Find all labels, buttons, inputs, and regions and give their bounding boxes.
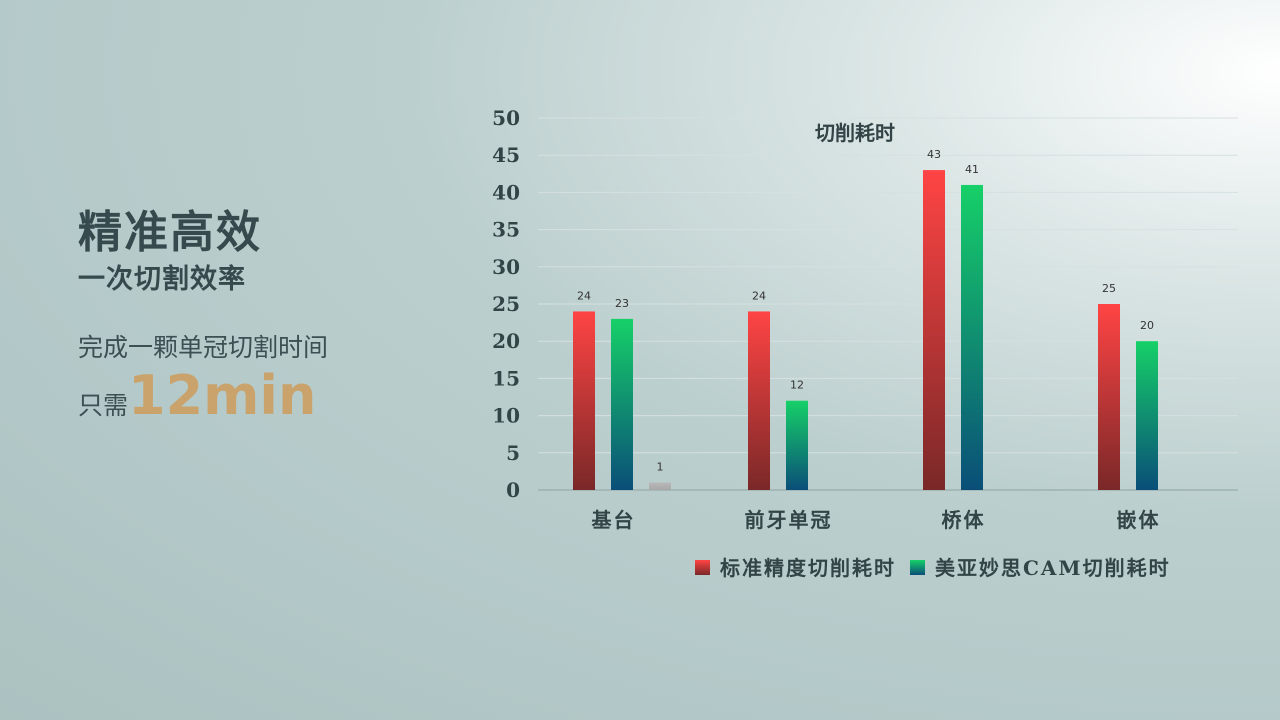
legend-swatch <box>695 560 710 575</box>
bar <box>961 184 983 490</box>
chart-title: 切削耗时 <box>815 121 895 145</box>
highlight-prefix: 只需 <box>78 391 129 420</box>
data-label: 24 <box>577 289 591 302</box>
x-tick-label: 前牙单冠 <box>745 508 833 532</box>
y-tick-label: 15 <box>492 366 520 390</box>
y-tick-label: 0 <box>506 478 520 502</box>
data-label: 41 <box>965 163 979 176</box>
legend: 标准精度切削耗时 美亚妙思CAM切削耗时 <box>695 556 1171 580</box>
y-tick-label: 25 <box>492 292 520 316</box>
y-tick-label: 50 <box>492 106 520 130</box>
bar <box>923 170 945 490</box>
bar <box>748 311 770 490</box>
bars-layer <box>573 170 1158 490</box>
bar <box>1136 341 1158 490</box>
bar <box>649 482 671 490</box>
x-tick-label: 桥体 <box>942 508 986 532</box>
data-label: 25 <box>1102 282 1116 295</box>
x-tick-label: 基台 <box>592 508 636 532</box>
slide-description: 完成一颗单冠切割时间 <box>78 333 329 362</box>
legend-label: 美亚妙思CAM切削耗时 <box>935 556 1171 580</box>
y-tick-label: 20 <box>492 329 520 353</box>
data-label: 12 <box>790 379 804 392</box>
bar-chart: 0 5 10 15 20 25 30 35 40 45 50 24 23 1 基台 24 12 前牙单冠 43 41 桥… <box>492 106 1238 580</box>
x-tick-label: 嵌体 <box>1117 508 1161 532</box>
data-label: 24 <box>752 289 766 302</box>
labels-layer: 0 5 10 15 20 25 30 35 40 45 50 24 23 1 基台 24 12 前牙单冠 43 41 桥… <box>492 106 1161 532</box>
data-label: 23 <box>615 297 629 310</box>
bar <box>611 318 633 490</box>
bar <box>786 400 808 490</box>
highlight-value: 12min <box>128 364 317 427</box>
y-tick-label: 35 <box>492 218 520 242</box>
slide-title: 精准高效 <box>78 207 262 258</box>
y-tick-label: 10 <box>492 404 520 428</box>
y-tick-label: 45 <box>492 143 520 167</box>
bar <box>573 311 595 490</box>
y-tick-label: 40 <box>492 180 520 204</box>
legend-label: 标准精度切削耗时 <box>720 556 896 580</box>
data-label: 43 <box>927 148 941 161</box>
data-label: 20 <box>1140 319 1154 332</box>
slide-subtitle: 一次切割效率 <box>78 264 246 295</box>
highlight-line: 只需12min <box>78 364 316 427</box>
y-tick-label: 5 <box>506 441 520 465</box>
grid-layer <box>538 117 1238 491</box>
y-tick-label: 30 <box>492 255 520 279</box>
bar <box>1098 304 1120 490</box>
data-label: 1 <box>657 461 664 474</box>
legend-swatch <box>910 560 925 575</box>
